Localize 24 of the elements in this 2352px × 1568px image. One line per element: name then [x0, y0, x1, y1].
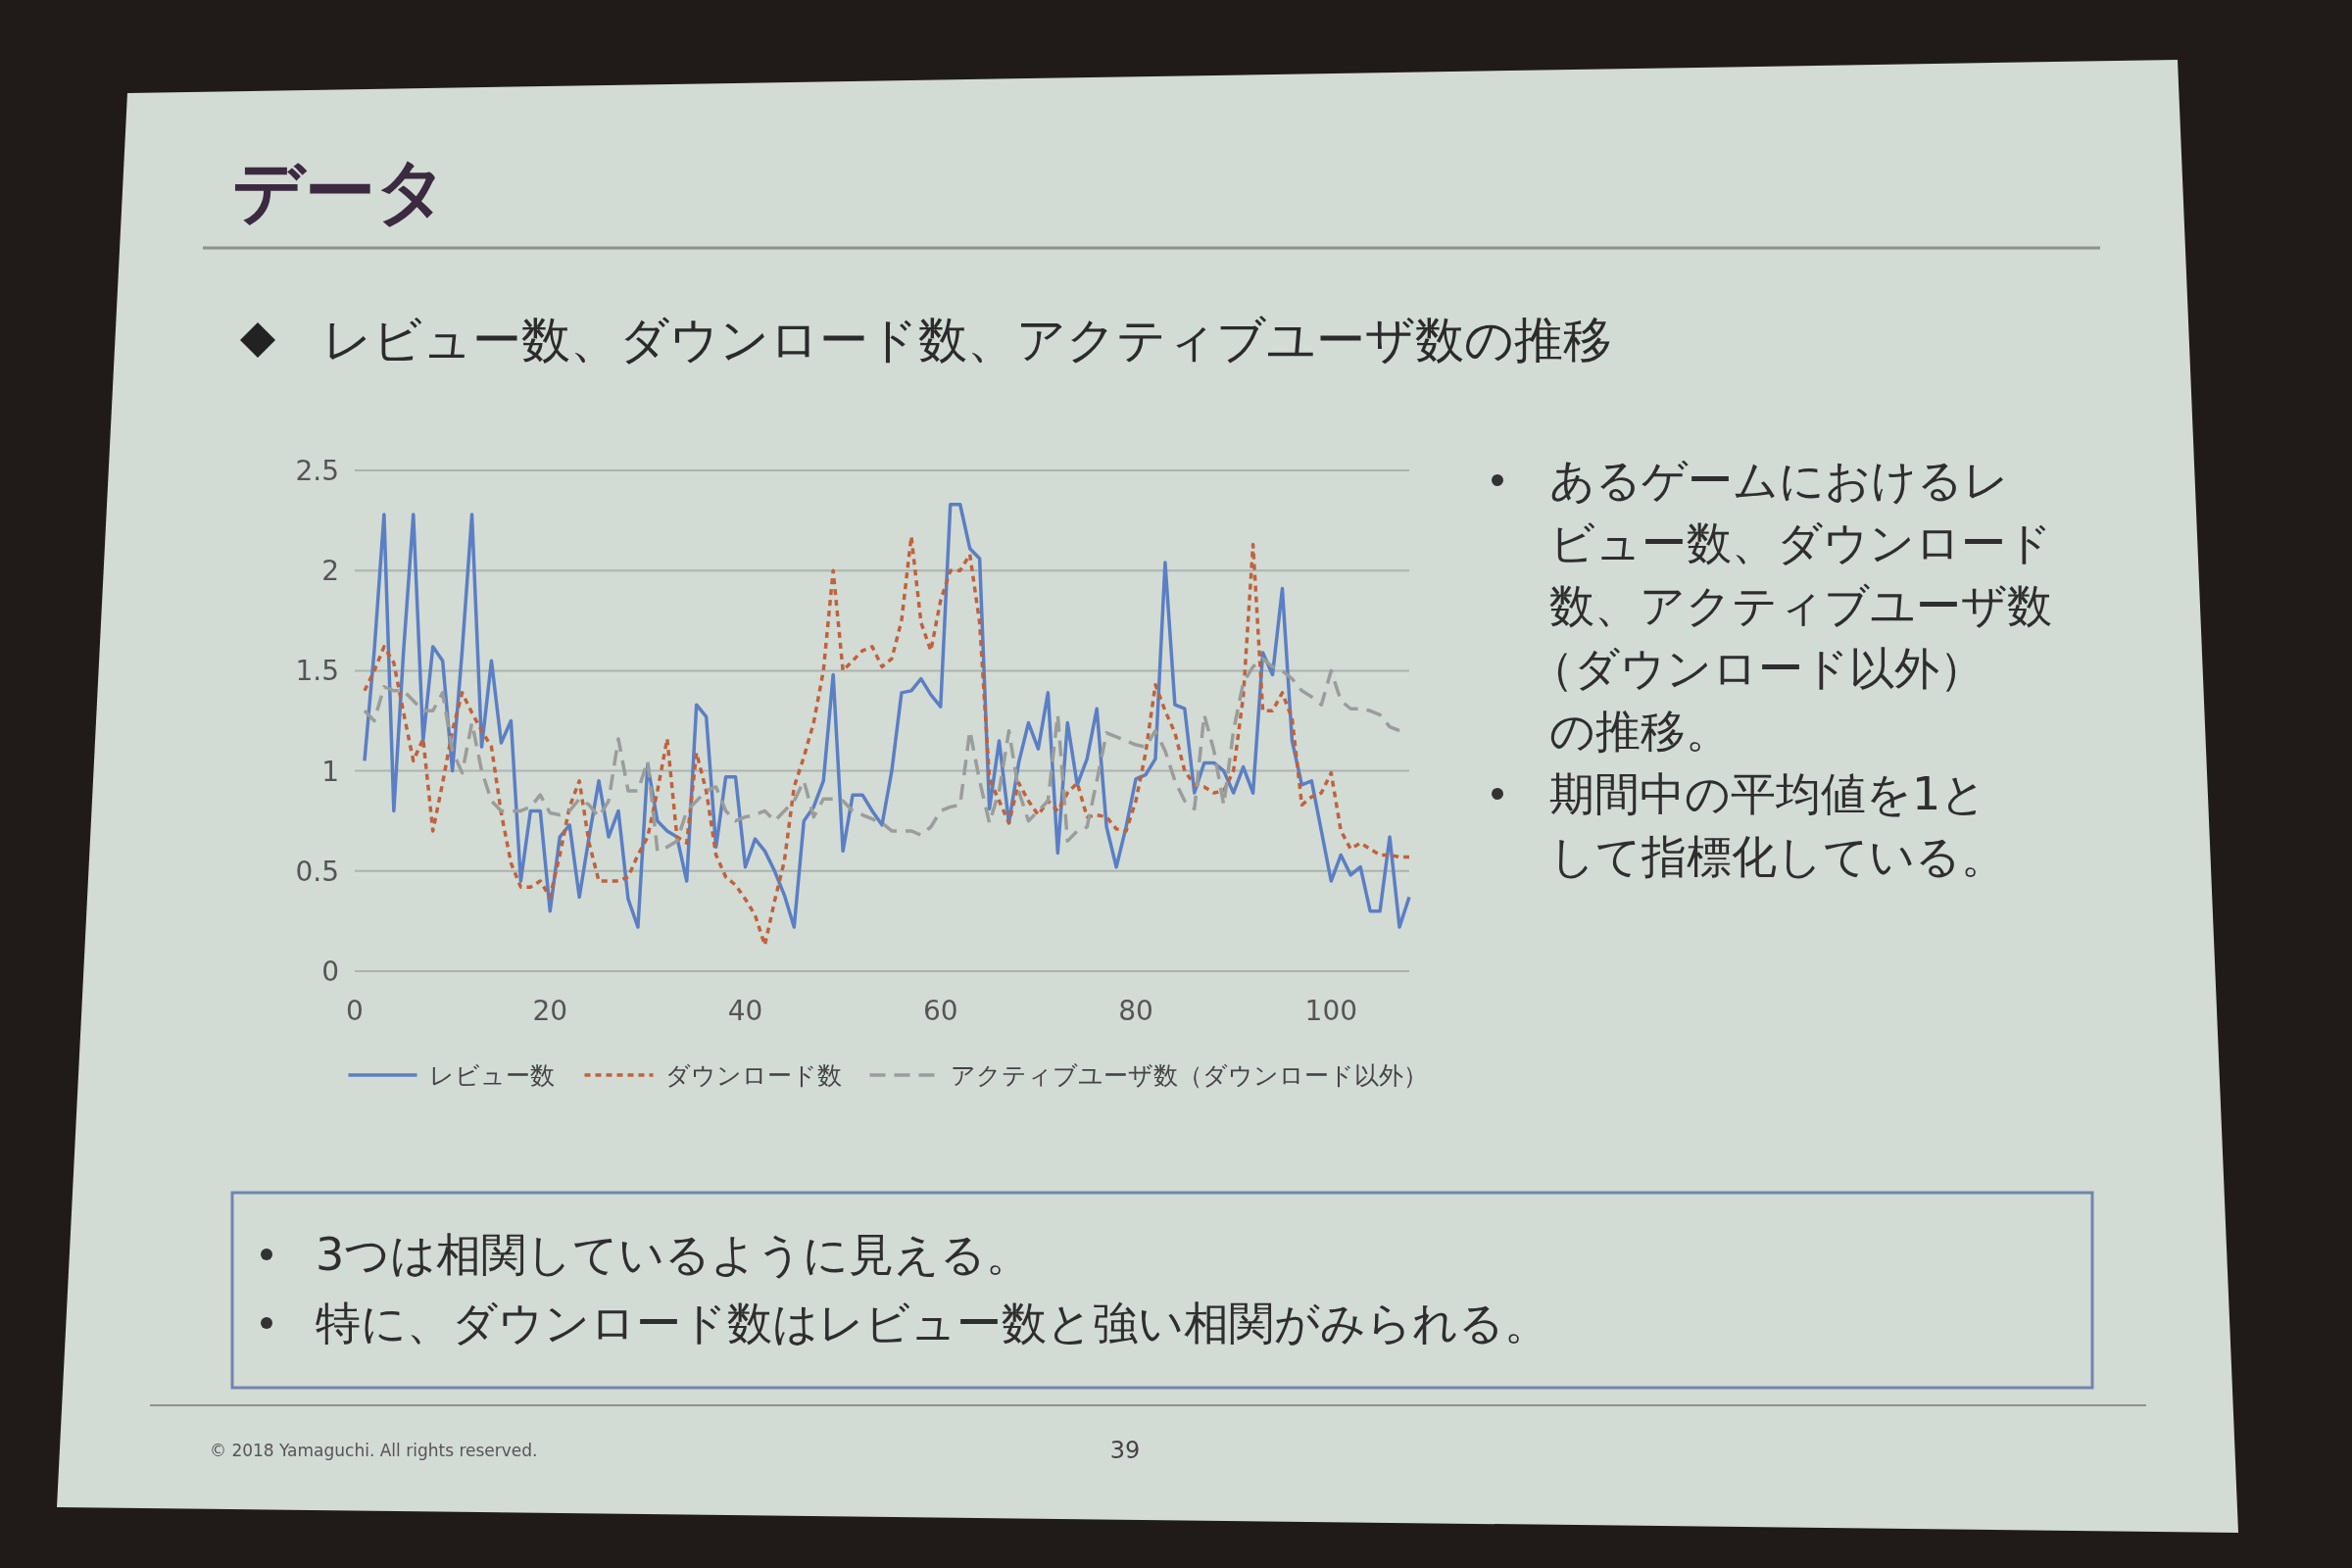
x-tick-label: 60	[922, 994, 958, 1027]
y-tick-label: 2.5	[295, 454, 339, 487]
y-tick-label: 1.5	[295, 654, 339, 687]
x-tick-label: 0	[346, 994, 364, 1027]
chart-subtitle: レビュー数、ダウンロード数、アクティブユーザ数の推移	[322, 312, 1612, 368]
x-tick-label: 100	[1304, 994, 1358, 1027]
legend-label: レビュー数	[428, 1060, 555, 1090]
text: 特に、ダウンロード数はレビュー数と強い相関がみられる。	[316, 1297, 1549, 1349]
text: 期間中の平均値を1として指標化している。	[1549, 767, 2006, 883]
chart-title: データ	[232, 150, 448, 232]
x-tick-label: 20	[532, 994, 568, 1027]
legend-label: ダウンロード数	[664, 1060, 842, 1090]
text: あるゲームにおけるレビュー数、ダウンロード数、アクティブユーザ数（ダウンロード以外）の推移。	[1529, 454, 2052, 758]
y-tick-label: 2	[321, 554, 339, 587]
y-tick-label: 0.5	[295, 855, 339, 888]
y-tick-label: 1	[321, 755, 339, 788]
x-tick-label: 80	[1118, 994, 1153, 1027]
x-tick-label: 40	[727, 994, 763, 1027]
legend-label: アクティブユーザ数（ダウンロード以外）	[950, 1060, 1428, 1090]
text: 39	[1109, 1437, 1141, 1464]
y-tick-label: 0	[321, 955, 339, 988]
text: © 2018 Yamaguchi. All rights reserved.	[210, 1441, 538, 1460]
line-series	[363, 657, 1401, 854]
text: 3つは相関しているように見える。	[316, 1228, 1032, 1281]
